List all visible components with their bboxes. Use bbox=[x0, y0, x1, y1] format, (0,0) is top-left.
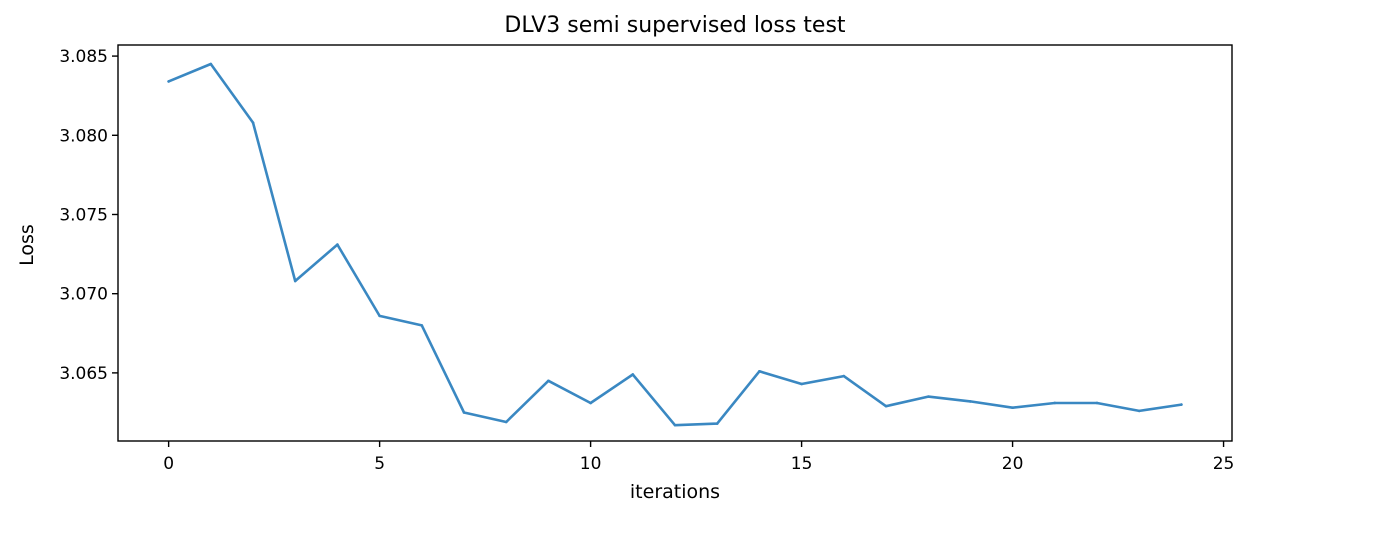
series-layer bbox=[167, 62, 1183, 427]
data-point bbox=[504, 420, 508, 424]
data-point bbox=[420, 324, 424, 327]
data-point bbox=[884, 404, 888, 408]
data-point bbox=[673, 423, 677, 427]
data-point bbox=[631, 373, 635, 376]
x-axis: 0 5 10 15 20 25 bbox=[163, 441, 1234, 474]
x-tick-label: 15 bbox=[791, 454, 813, 474]
data-point bbox=[800, 382, 803, 386]
data-point bbox=[758, 370, 761, 373]
data-point bbox=[589, 401, 592, 405]
y-tick-label: 3.065 bbox=[59, 364, 108, 384]
data-point bbox=[1053, 401, 1057, 405]
data-point bbox=[251, 121, 255, 124]
data-point bbox=[1095, 401, 1099, 405]
data-point bbox=[209, 62, 213, 66]
y-tick-label: 3.070 bbox=[59, 285, 108, 305]
data-point bbox=[926, 395, 930, 398]
data-point bbox=[167, 80, 170, 83]
data-point bbox=[1011, 406, 1014, 410]
data-point bbox=[1137, 409, 1141, 413]
series-line bbox=[167, 62, 1183, 427]
plot-frame bbox=[117, 44, 1233, 442]
data-point bbox=[462, 411, 466, 414]
x-tick-label: 0 bbox=[163, 454, 174, 474]
x-axis-label: iterations bbox=[630, 481, 720, 503]
data-point bbox=[842, 374, 846, 378]
y-tick-label: 3.080 bbox=[59, 126, 108, 146]
x-tick-label: 10 bbox=[580, 454, 602, 474]
data-point bbox=[715, 422, 719, 425]
data-point bbox=[547, 379, 550, 383]
data-point bbox=[1180, 403, 1183, 406]
y-tick-label: 3.075 bbox=[59, 205, 108, 225]
chart-title: DLV3 semi supervised loss test bbox=[504, 13, 846, 38]
data-point bbox=[336, 243, 339, 246]
x-tick-label: 5 bbox=[374, 454, 385, 474]
y-axis-label: Loss bbox=[16, 224, 38, 266]
data-point bbox=[378, 314, 381, 318]
data-point bbox=[293, 279, 297, 283]
y-axis: 3.065 3.070 3.075 3.080 3.085 bbox=[59, 47, 118, 384]
x-tick-label: 25 bbox=[1213, 454, 1235, 474]
data-point bbox=[969, 400, 972, 403]
y-tick-label: 3.085 bbox=[59, 47, 108, 67]
x-tick-label: 20 bbox=[1002, 454, 1024, 474]
